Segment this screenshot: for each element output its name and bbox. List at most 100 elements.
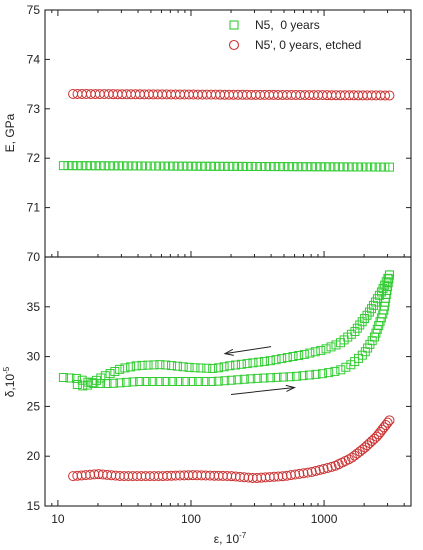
top-y-tick-label: 70 <box>27 250 41 264</box>
n5-etched-loss-point <box>314 464 325 475</box>
n5-loss-point <box>285 372 295 382</box>
n5-loss-point <box>304 370 314 380</box>
n5-loss-point <box>219 362 229 372</box>
n5-loss-point <box>181 377 191 386</box>
top-y-axis: 70 71 72 73 74 75 <box>27 3 411 264</box>
n5-loss-point <box>321 344 331 354</box>
n5-etched-loss-point <box>290 469 301 480</box>
n5-loss-point <box>271 355 281 365</box>
arrow-shaft <box>224 346 272 355</box>
n5-point <box>361 162 371 172</box>
n5-loss-point <box>109 378 119 388</box>
n5-point <box>334 162 344 172</box>
arrow-left-head <box>223 348 234 356</box>
bottom-plot-frame <box>44 256 412 507</box>
n5-point <box>150 161 160 171</box>
n5-loss-point <box>236 359 246 369</box>
x-axis: 10 100 1000 <box>44 10 405 526</box>
n5-loss-point <box>282 353 292 363</box>
legend-label-n5-etched: N5', 0 years, etched <box>255 38 361 52</box>
n5-point <box>187 161 197 171</box>
n5-point <box>316 162 326 172</box>
n5-loss-point <box>294 350 304 360</box>
top-y-tick-label: 75 <box>27 3 41 17</box>
n5-etched-loss-point <box>277 471 288 482</box>
top-y-tick-label: 72 <box>27 151 41 165</box>
n5-etched-loss-point <box>310 465 321 476</box>
n5-point <box>348 162 358 172</box>
n5-point <box>104 161 114 171</box>
n5-loss-point <box>246 374 256 384</box>
n5-loss-point <box>233 375 243 385</box>
n5-loss-point <box>167 377 177 386</box>
bottom-y-tick-label: 20 <box>27 449 41 463</box>
n5-point <box>352 162 362 172</box>
n5-loss-point <box>248 358 258 368</box>
n5-point <box>196 161 206 171</box>
n5-loss-point <box>330 366 340 376</box>
n5-loss-point <box>78 381 88 391</box>
n5-point <box>159 161 169 171</box>
n5-point <box>302 162 312 172</box>
n5-point <box>123 161 133 171</box>
n5-loss-point <box>196 363 206 373</box>
top-y-axis-label: E, GPa <box>3 113 17 152</box>
n5-point <box>375 162 385 172</box>
n5-loss-point <box>208 363 218 373</box>
n5-point <box>127 161 137 171</box>
n5-loss-point <box>299 349 309 359</box>
n5-loss-point <box>72 379 82 389</box>
n5-loss-point <box>126 362 136 372</box>
n5-loss-point <box>71 373 81 383</box>
top-y-tick-label: 71 <box>27 201 41 215</box>
n5-point <box>329 162 339 172</box>
legend-marker-square <box>229 20 239 30</box>
n5-loss-point <box>305 348 315 358</box>
n5-loss-point <box>83 380 93 390</box>
n5-loss-point <box>155 360 165 370</box>
n5-point <box>178 161 188 171</box>
n5-etched-loss-point <box>298 468 309 479</box>
n5-loss-point <box>381 277 391 287</box>
n5-point <box>173 161 183 171</box>
n5-point <box>95 161 105 171</box>
n5-loss-point <box>331 340 341 350</box>
n5-etched-loss-point <box>294 468 305 479</box>
n5-loss-point <box>252 373 262 383</box>
n5-point <box>81 161 91 171</box>
n5-etched-loss-point <box>318 463 329 474</box>
n5-loss-point <box>265 373 275 383</box>
n5-loss-point <box>277 354 287 364</box>
n5-loss-point <box>200 377 210 386</box>
n5-loss-point <box>131 361 141 371</box>
n5-loss-point <box>220 376 230 386</box>
n5-loss-point <box>115 364 125 374</box>
n5-loss-point <box>141 377 151 386</box>
n5-point <box>210 161 220 171</box>
n5-point <box>274 162 284 172</box>
n5-point <box>270 162 280 172</box>
n5-loss-point <box>288 352 298 362</box>
bottom-y-tick-label: 35 <box>27 300 41 314</box>
n5-loss-point <box>364 307 374 317</box>
top-y-tick-label: 73 <box>27 102 41 116</box>
n5-loss-point <box>317 369 327 379</box>
n5-point <box>371 162 381 172</box>
n5-point <box>141 161 151 171</box>
n5-etched-loss-point <box>302 467 313 478</box>
n5-loss-point <box>174 377 184 386</box>
n5-point <box>293 162 303 172</box>
n5-loss-point <box>161 360 171 370</box>
n5-point <box>182 161 192 171</box>
n5-loss-point <box>120 363 130 373</box>
n5-point <box>260 162 270 172</box>
n5-etched-loss-point <box>322 462 333 473</box>
n5-loss-point <box>143 360 153 370</box>
n5-point <box>297 162 307 172</box>
n5-loss-point <box>272 372 282 382</box>
n5-etched-point <box>384 90 395 101</box>
n5-point <box>242 161 252 171</box>
n5-point <box>58 161 68 171</box>
n5-loss-point <box>265 356 275 366</box>
